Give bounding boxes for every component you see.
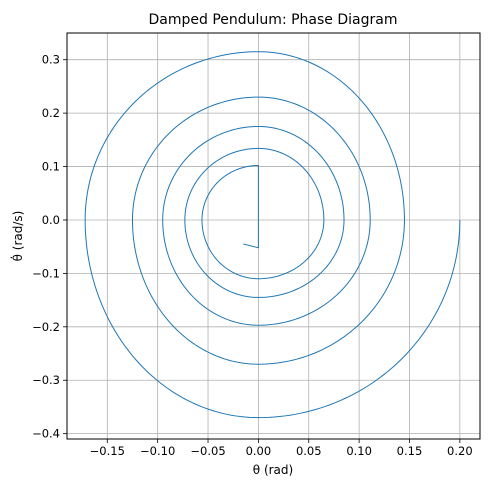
y-tick-label: −0.2	[32, 320, 60, 334]
y-tick-label: −0.4	[32, 427, 60, 441]
x-tick-label: 0.15	[397, 444, 423, 458]
x-tick-label: 0.10	[346, 444, 372, 458]
y-tick-label: 0.1	[42, 160, 60, 174]
x-axis-label: θ (rad)	[253, 463, 293, 477]
x-tick-label: 0.20	[447, 444, 473, 458]
phase-trajectory-line	[84, 51, 461, 419]
y-tick-label: −0.1	[32, 266, 60, 280]
chart-title: Damped Pendulum: Phase Diagram	[149, 12, 398, 28]
y-tick-label: −0.3	[32, 373, 60, 387]
grid	[67, 33, 480, 439]
y-axis-label: θ̇ (rad/s)	[10, 211, 25, 262]
axes-frame	[66, 32, 481, 440]
y-tick-label: 0.2	[42, 106, 60, 120]
plot-area	[84, 51, 461, 419]
x-tick-label: 0.05	[296, 444, 322, 458]
y-tick-label: 0.0	[42, 213, 60, 227]
x-tick-label: −0.05	[190, 444, 225, 458]
x-axis-ticks: −0.15 −0.10 −0.05 0.00 0.05 0.10 0.15 0.20	[90, 439, 473, 458]
x-tick-label: 0.00	[246, 444, 272, 458]
x-tick-label: −0.10	[140, 444, 175, 458]
y-axis-ticks: −0.4 −0.3 −0.2 −0.1 0.0 0.1 0.2 0.3	[32, 53, 67, 441]
x-tick-label: −0.15	[90, 444, 125, 458]
y-tick-label: 0.3	[42, 53, 60, 67]
